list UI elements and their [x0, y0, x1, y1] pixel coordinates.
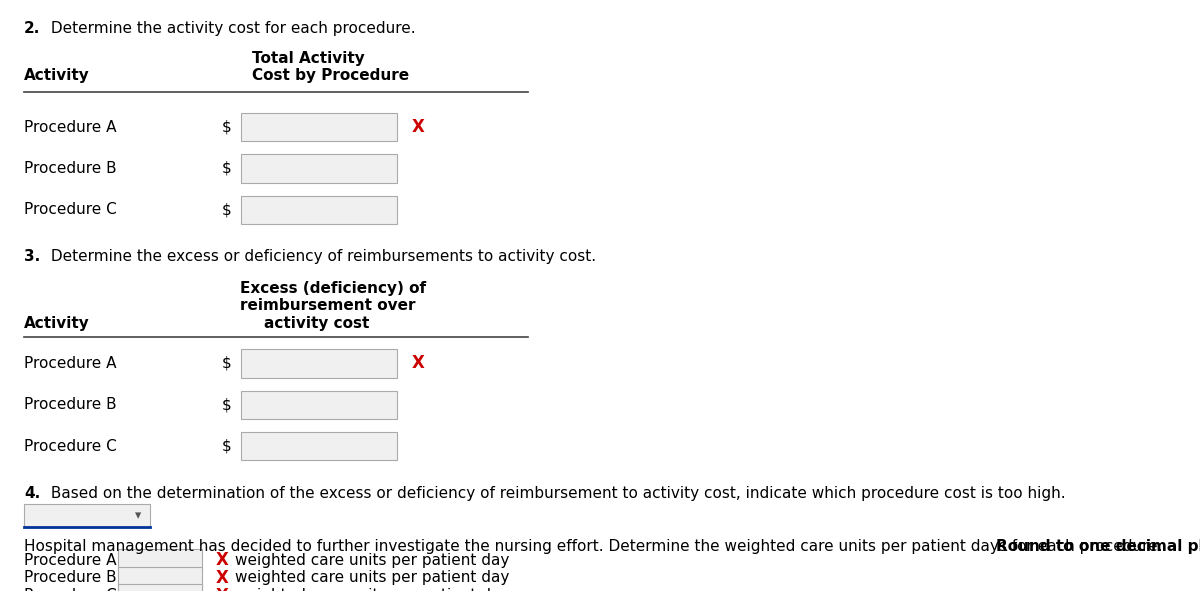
Text: Activity: Activity: [24, 316, 90, 331]
FancyBboxPatch shape: [241, 349, 397, 378]
Text: Hospital management has decided to further investigate the nursing effort. Deter: Hospital management has decided to furth…: [24, 539, 1168, 554]
Text: $: $: [222, 119, 232, 135]
FancyBboxPatch shape: [24, 504, 150, 527]
Text: $: $: [222, 202, 232, 217]
Text: Procedure B: Procedure B: [24, 397, 116, 413]
Text: Procedure B: Procedure B: [24, 570, 116, 586]
Text: Round to one decimal place.: Round to one decimal place.: [996, 539, 1200, 554]
Text: activity cost: activity cost: [264, 316, 370, 331]
Text: Activity: Activity: [24, 68, 90, 83]
FancyBboxPatch shape: [241, 432, 397, 460]
Text: Procedure C: Procedure C: [24, 202, 116, 217]
Text: $: $: [222, 356, 232, 371]
Text: ▾: ▾: [134, 509, 142, 522]
Text: 3.: 3.: [24, 249, 41, 264]
FancyBboxPatch shape: [118, 567, 202, 589]
Text: 2.: 2.: [24, 21, 41, 35]
Text: Procedure A: Procedure A: [24, 119, 116, 135]
Text: Determine the activity cost for each procedure.: Determine the activity cost for each pro…: [46, 21, 415, 35]
Text: reimbursement over: reimbursement over: [240, 298, 415, 313]
FancyBboxPatch shape: [241, 154, 397, 183]
FancyBboxPatch shape: [241, 113, 397, 141]
Text: X: X: [216, 551, 229, 569]
Text: Total Activity: Total Activity: [252, 51, 365, 66]
Text: weighted care units per patient day: weighted care units per patient day: [235, 553, 510, 568]
FancyBboxPatch shape: [241, 391, 397, 419]
Text: X: X: [216, 587, 229, 591]
FancyBboxPatch shape: [118, 549, 202, 571]
Text: Procedure C: Procedure C: [24, 439, 116, 454]
Text: Procedure B: Procedure B: [24, 161, 116, 176]
Text: Hospital management has decided to further investigate the nursing effort. Deter: Hospital management has decided to furth…: [24, 539, 1200, 554]
Text: X: X: [216, 569, 229, 587]
Text: weighted care units per patient day: weighted care units per patient day: [235, 588, 510, 591]
Text: Determine the excess or deficiency of reimbursements to activity cost.: Determine the excess or deficiency of re…: [46, 249, 595, 264]
Text: $: $: [222, 161, 232, 176]
Text: Cost by Procedure: Cost by Procedure: [252, 68, 409, 83]
Text: Procedure A: Procedure A: [24, 553, 116, 568]
Text: Procedure C: Procedure C: [24, 588, 116, 591]
Text: X: X: [412, 355, 425, 372]
Text: $: $: [222, 439, 232, 454]
Text: weighted care units per patient day: weighted care units per patient day: [235, 570, 510, 586]
Text: $: $: [222, 397, 232, 413]
Text: 4.: 4.: [24, 486, 41, 501]
FancyBboxPatch shape: [118, 584, 202, 591]
Text: Excess (deficiency) of: Excess (deficiency) of: [240, 281, 426, 296]
FancyBboxPatch shape: [241, 196, 397, 224]
Text: Based on the determination of the excess or deficiency of reimbursement to activ: Based on the determination of the excess…: [46, 486, 1066, 501]
Text: Procedure A: Procedure A: [24, 356, 116, 371]
Text: X: X: [412, 118, 425, 136]
